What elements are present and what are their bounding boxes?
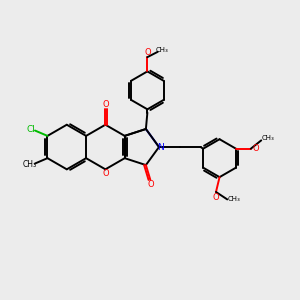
Text: CH₃: CH₃ <box>22 160 37 169</box>
Text: CH₃: CH₃ <box>261 135 274 141</box>
Text: O: O <box>102 100 109 109</box>
Text: Cl: Cl <box>26 125 35 134</box>
Text: O: O <box>253 144 259 153</box>
Text: CH₃: CH₃ <box>156 47 169 53</box>
Text: O: O <box>102 169 109 178</box>
Text: N: N <box>157 142 164 152</box>
Text: O: O <box>213 193 219 202</box>
Text: CH₃: CH₃ <box>227 196 240 202</box>
Text: O: O <box>144 48 151 57</box>
Text: O: O <box>147 180 154 189</box>
